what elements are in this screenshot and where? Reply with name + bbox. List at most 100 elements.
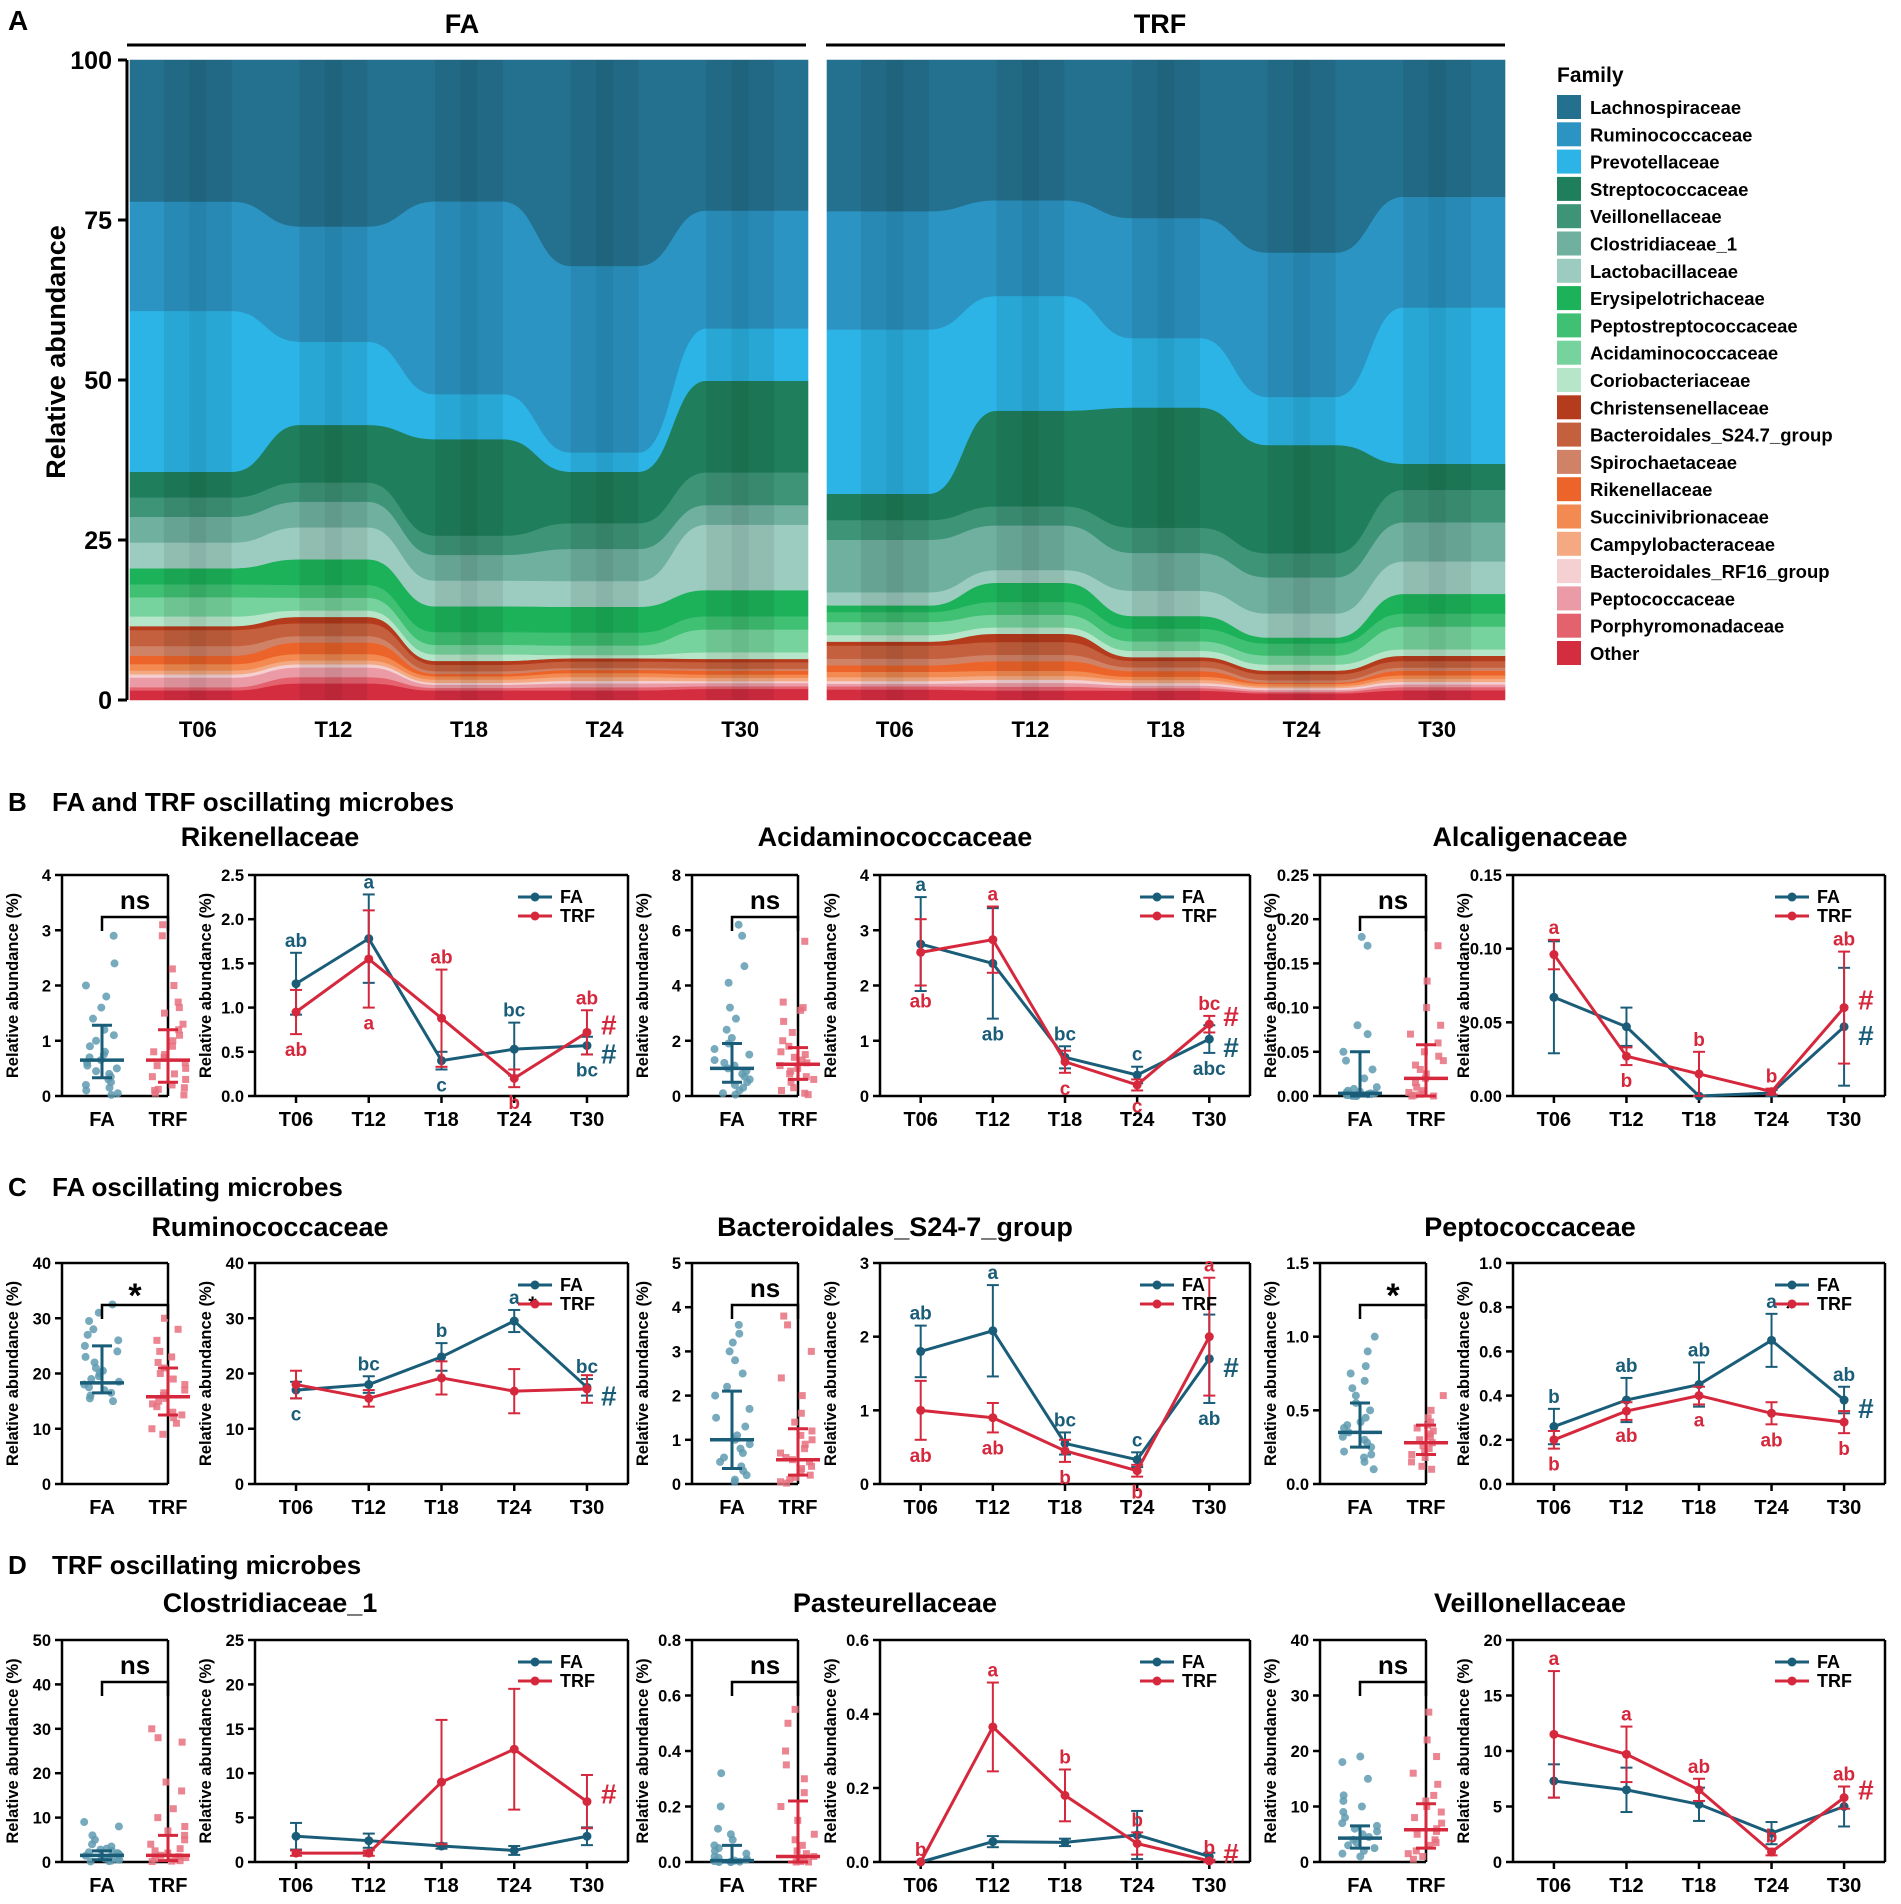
chart-veillonellaceae-line-xtick-label-t12: T12 (1609, 1875, 1643, 1897)
chart-alcaligenaceae-fa-point (1353, 1021, 1362, 1030)
legend-label-spirochaetaceae: Spirochaetaceae (1590, 452, 1737, 473)
chart-acidaminococcaceae-scatter-xtick-fa: FA (719, 1109, 745, 1131)
legend-label-bacteroidales-rf16-group: Bacteroidales_RF16_group (1590, 561, 1830, 582)
chart-peptococcaceae-line-star: * (1786, 1296, 1795, 1321)
chart-acidaminococcaceae-trf-point-t24 (1132, 1080, 1142, 1090)
chart-alcaligenaceae-line: 0.00 0.05 0.10 0.15 Relative abundance (%) T0… (1455, 867, 1887, 1131)
chart-peptococcaceae-trf-point (1408, 1458, 1416, 1466)
chart-ruminococcaceae-line-xtick-label-t12: T12 (352, 1497, 386, 1519)
legend-swatch-clostridiaceae-1 (1557, 231, 1581, 256)
chart-peptococcaceae-line-ytick-label: 0.6 (1479, 1343, 1502, 1361)
chart-ruminococcaceae-scatter-ytick-label: 20 (33, 1366, 51, 1384)
chart-clostridiaceae-1-scatter-ytick-label: 30 (33, 1721, 51, 1739)
chart-bacteroidales-s24-7-group-fa-point-t24 (1132, 1455, 1142, 1465)
chart-alcaligenaceae-legend-label-trf: TRF (1817, 906, 1852, 926)
chart-ruminococcaceae-trf-point (160, 1314, 168, 1322)
chart-clostridiaceae-1-fa-point-t06 (291, 1831, 301, 1841)
panel-a-letter: A (8, 5, 28, 36)
chart-ruminococcaceae-legend-label-trf: TRF (560, 1294, 595, 1314)
chart-bacteroidales-s24-7-group-scatter-ytick-label: 5 (672, 1255, 681, 1273)
chart-ruminococcaceae-scatter-xtick-fa: FA (89, 1497, 115, 1519)
chart-peptococcaceae-trf-letter-t12: ab (1615, 1426, 1637, 1447)
chart-pasteurellaceae-fa-point (716, 1802, 725, 1811)
section-b-title: FA and TRF oscillating microbes (52, 787, 454, 817)
chart-bacteroidales-s24-7-group-trf-point-t30 (1204, 1332, 1214, 1342)
chart-bacteroidales-s24-7-group-legend-marker-trf (1152, 1299, 1162, 1309)
chart-veillonellaceae-scatter-ytick-label: 40 (1291, 1632, 1309, 1650)
chart-peptococcaceae-legend-marker-fa (1787, 1280, 1797, 1290)
chart-bacteroidales-s24-7-group-line-ytick-label: 3 (860, 1255, 869, 1273)
chart-rikenellaceae-trf-hash: # (601, 1009, 617, 1040)
chart-alcaligenaceae-scatter-ytick-label: 0.05 (1277, 1044, 1309, 1062)
chart-bacteroidales-s24-7-group-fa-point-t12 (988, 1326, 998, 1336)
section-d-letter: D (8, 1550, 27, 1580)
chart-alcaligenaceae-line-ytick-label: 0.05 (1470, 1014, 1502, 1032)
chart-rikenellaceae-line-ytick-label: 2.5 (221, 867, 244, 885)
chart-bacteroidales-s24-7-group-fa-letter-t24: c (1132, 1430, 1143, 1451)
chart-rikenellaceae-scatter-ytick-label: 0 (42, 1088, 51, 1106)
chart-bacteroidales-s24-7-group-line-ytick-label: 1 (860, 1402, 869, 1420)
chart-rikenellaceae-trf-point (169, 1037, 177, 1045)
chart-peptococcaceae-line-xtick-label-t24: T24 (1754, 1497, 1789, 1519)
chart-clostridiaceae-1-scatter-ytick-label: 10 (33, 1810, 51, 1828)
chart-pasteurellaceae-trf-letter-t18: b (1059, 1748, 1071, 1769)
chart-veillonellaceae-scatter-xtick-trf: TRF (1407, 1875, 1446, 1897)
chart-veillonellaceae-trf-point (1404, 1850, 1412, 1858)
chart-acidaminococcaceae-trf-point (777, 1048, 785, 1056)
legend-swatch-bacteroidales-s24-7-group (1557, 422, 1581, 447)
chart-rikenellaceae-trf-point-t30 (582, 1027, 592, 1037)
chart-ruminococcaceae-fa-point (90, 1358, 99, 1367)
chart-acidaminococcaceae-trf-point (780, 1017, 788, 1025)
section-b-letter: B (8, 787, 27, 817)
legend-title: Family (1557, 64, 1624, 87)
chart-veillonellaceae-scatter-ytick-label: 0 (1300, 1854, 1309, 1872)
chart-veillonellaceae-fa-point (1338, 1849, 1347, 1858)
panel-a-xtick-fa-t12: T12 (314, 717, 352, 742)
chart-bacteroidales-s24-7-group-trf-letter-t12: ab (982, 1438, 1004, 1459)
chart-alcaligenaceae-trf-point (1423, 977, 1431, 985)
chart-ruminococcaceae-sig-bracket (100, 1303, 170, 1319)
legend-label-succinivibrionaceae: Succinivibrionaceae (1590, 507, 1769, 528)
chart-bacteroidales-s24-7-group: Bacteroidales_S24-7_group 0 1 2 3 4 5 Relative … (634, 1212, 1252, 1519)
chart-clostridiaceae-1-fa-point-t30 (582, 1831, 592, 1841)
chart-clostridiaceae-1-trf-point (176, 1857, 184, 1865)
chart-clostridiaceae-1-sig-bracket (100, 1680, 170, 1696)
chart-peptococcaceae-legend-label-fa: FA (1817, 1275, 1840, 1295)
chart-clostridiaceae-1-scatter-ytick-label: 0 (42, 1854, 51, 1872)
chart-ruminococcaceae-fa-point (113, 1347, 122, 1356)
chart-rikenellaceae-line: 0.0 0.5 1.0 1.5 2.0 2.5 Relative abundance (%)… (197, 867, 630, 1131)
chart-rikenellaceae-fa-point-t24 (509, 1044, 519, 1054)
chart-bacteroidales-s24-7-group-scatter-ylabel: Relative abundance (%) (634, 1281, 652, 1466)
chart-peptococcaceae-fa-point-t06 (1549, 1422, 1559, 1432)
chart-peptococcaceae-fa-letter-t06: b (1548, 1387, 1560, 1408)
chart-acidaminococcaceae-trf-point (802, 1073, 810, 1081)
chart-alcaligenaceae-trf-point (1417, 1090, 1425, 1098)
chart-bacteroidales-s24-7-group-trf-point (808, 1427, 816, 1435)
chart-veillonellaceae-fa-point (1363, 1774, 1372, 1783)
chart-bacteroidales-s24-7-group-line-ytick-label: 0 (860, 1476, 869, 1494)
chart-acidaminococcaceae-line-ytick-label: 4 (860, 867, 870, 885)
chart-alcaligenaceae-title: Alcaligenaceae (1432, 822, 1627, 852)
chart-pasteurellaceae-scatter-ylabel: Relative abundance (%) (634, 1658, 652, 1843)
chart-rikenellaceae-fa-point-t06 (291, 979, 301, 989)
chart-bacteroidales-s24-7-group-trf-point (801, 1445, 809, 1453)
section-c-letter: C (8, 1172, 27, 1202)
chart-clostridiaceae-1-fa-point (80, 1818, 89, 1827)
chart-rikenellaceae-fa-point (102, 992, 111, 1001)
chart-bacteroidales-s24-7-group-scatter-xtick-trf: TRF (779, 1497, 818, 1519)
chart-clostridiaceae-1-scatter-ytick-label: 20 (33, 1765, 51, 1783)
chart-alcaligenaceae-trf-point (1411, 1079, 1419, 1087)
chart-peptococcaceae-fa-point (1360, 1435, 1369, 1444)
chart-rikenellaceae-fa-letter-t24: bc (503, 1001, 526, 1022)
chart-acidaminococcaceae-trf-point (801, 1089, 809, 1097)
chart-ruminococcaceae-scatter-ytick-label: 30 (33, 1310, 51, 1328)
chart-peptococcaceae-scatter-ytick-label: 0.5 (1286, 1402, 1309, 1420)
chart-veillonellaceae-fa-point-t12 (1621, 1785, 1631, 1795)
chart-peptococcaceae-scatter-ytick-label: 0.0 (1286, 1476, 1309, 1494)
chart-clostridiaceae-1-title: Clostridiaceae_1 (163, 1588, 378, 1618)
chart-rikenellaceae-fa-letter-t30: bc (576, 1060, 599, 1081)
chart-ruminococcaceae-trf-point (156, 1347, 164, 1355)
chart-clostridiaceae-1-line-ytick-label: 10 (226, 1765, 244, 1783)
chart-veillonellaceae-fa-point (1370, 1844, 1379, 1853)
